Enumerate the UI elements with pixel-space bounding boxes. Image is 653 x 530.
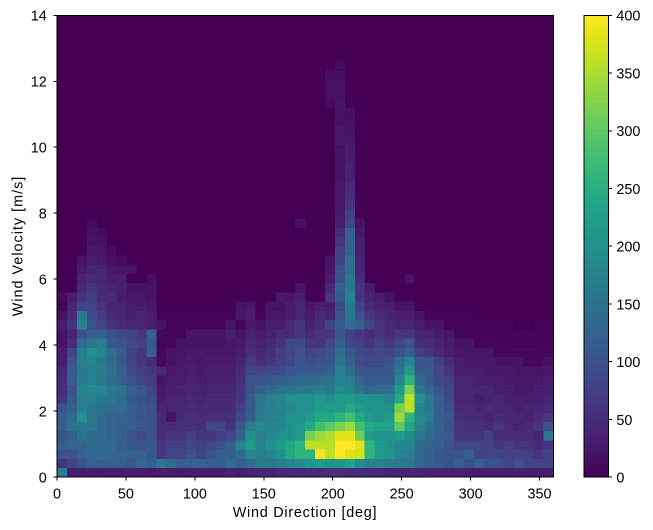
svg-text:400: 400: [616, 9, 640, 25]
svg-text:200: 200: [321, 486, 345, 502]
svg-text:50: 50: [118, 486, 134, 502]
svg-text:Wind Direction [deg]: Wind Direction [deg]: [233, 505, 378, 521]
svg-text:0: 0: [53, 486, 61, 502]
svg-text:50: 50: [616, 413, 632, 429]
svg-text:200: 200: [616, 240, 640, 256]
svg-text:300: 300: [616, 124, 640, 140]
svg-text:12: 12: [31, 75, 47, 91]
svg-text:4: 4: [39, 339, 47, 355]
svg-text:10: 10: [31, 141, 47, 157]
svg-text:350: 350: [528, 486, 552, 502]
svg-text:250: 250: [390, 486, 414, 502]
svg-text:6: 6: [39, 273, 47, 289]
svg-text:2: 2: [39, 405, 47, 421]
svg-text:250: 250: [616, 182, 640, 198]
svg-text:100: 100: [616, 355, 640, 371]
svg-text:Wind Velocity [m/s]: Wind Velocity [m/s]: [11, 176, 27, 317]
svg-text:0: 0: [616, 471, 624, 487]
svg-text:0: 0: [39, 471, 47, 487]
svg-text:150: 150: [252, 486, 276, 502]
svg-text:150: 150: [616, 297, 640, 313]
svg-text:8: 8: [39, 207, 47, 223]
svg-text:100: 100: [183, 486, 207, 502]
svg-text:300: 300: [459, 486, 483, 502]
svg-text:350: 350: [616, 66, 640, 82]
svg-text:14: 14: [31, 9, 47, 25]
